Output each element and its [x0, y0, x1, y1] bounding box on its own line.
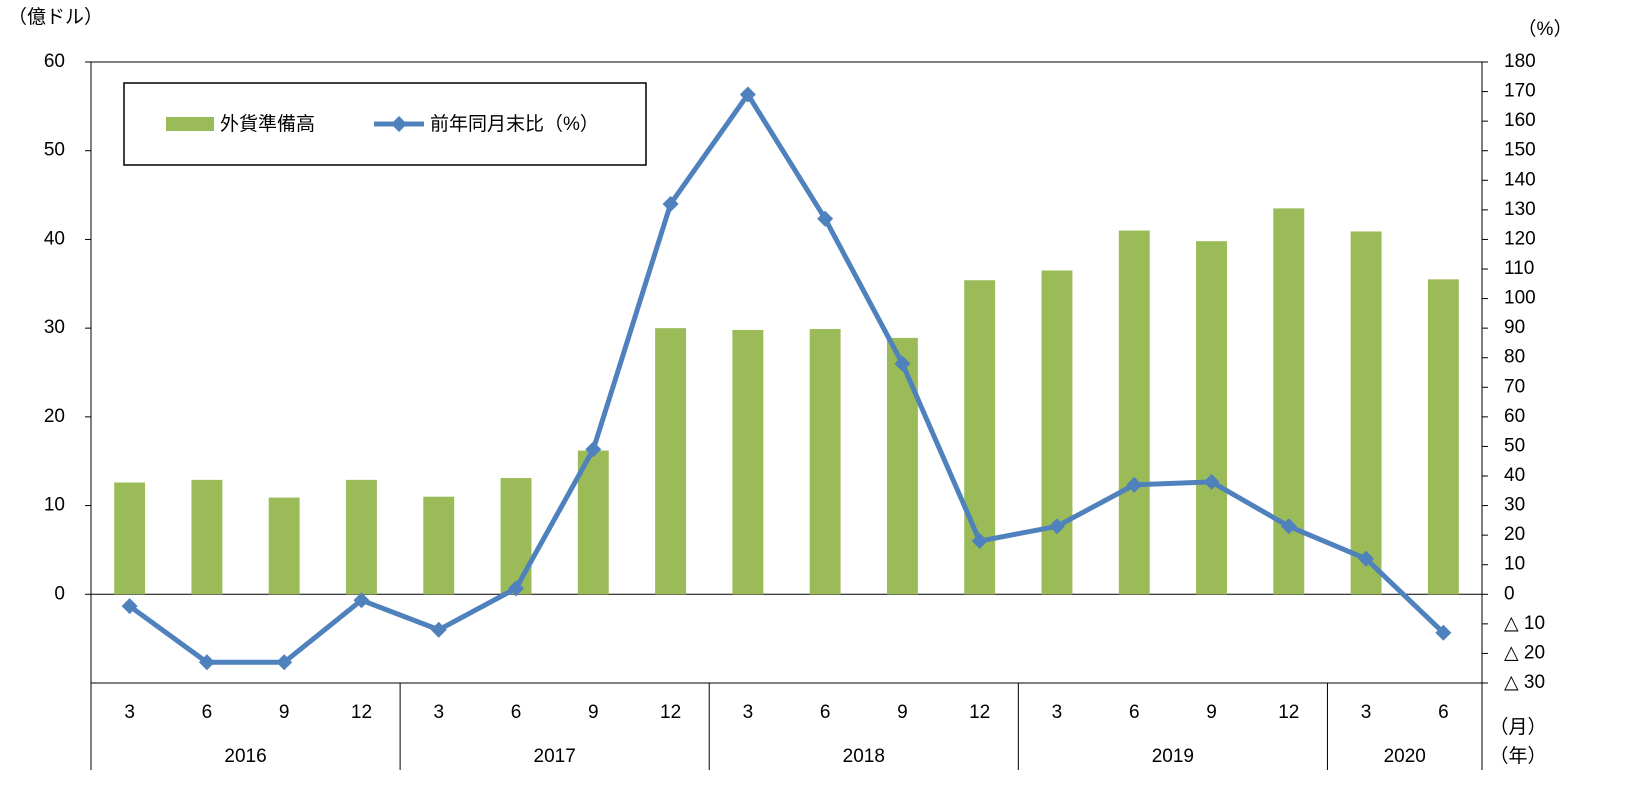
x-tick-label: 12	[1278, 702, 1299, 723]
x-tick-label: 3	[1052, 702, 1063, 723]
y2-tick-label: 0	[1504, 583, 1515, 604]
y2-tick-label: 140	[1504, 169, 1536, 190]
y2-tick-label: △ 10	[1504, 613, 1545, 634]
x-tick-label: 9	[1206, 702, 1217, 723]
line-marker	[1280, 518, 1297, 535]
x-tick-label: 6	[1129, 702, 1140, 723]
group-label: 2018	[843, 746, 885, 767]
y2-tick-label: △ 30	[1504, 672, 1545, 693]
y-tick-label: 50	[44, 140, 65, 161]
line-marker	[1048, 518, 1065, 535]
bar	[268, 497, 300, 595]
y2-tick-label: 110	[1504, 258, 1534, 279]
x-tick-label: 6	[820, 702, 831, 723]
y2-tick-label: △ 20	[1504, 642, 1545, 663]
line-marker	[508, 580, 525, 597]
group-label: 2016	[224, 746, 266, 767]
y-tick-label: 30	[44, 317, 65, 338]
line	[128, 92, 1446, 665]
x-tick-label: 12	[351, 702, 372, 723]
y2-tick-label: 170	[1504, 81, 1536, 102]
y2-tick-label: 20	[1504, 524, 1525, 545]
y2-tick-label: 120	[1504, 228, 1536, 249]
x-tick-label: 3	[743, 702, 754, 723]
y-tick-label: 10	[44, 495, 65, 516]
line-marker	[971, 533, 988, 550]
legend-label: 外貨準備高	[220, 113, 315, 135]
bar	[732, 329, 764, 595]
x-tick-label: 3	[124, 702, 135, 723]
y2-tick-label: 40	[1504, 465, 1525, 486]
x-unit: （月）	[1489, 716, 1546, 738]
bar	[346, 479, 377, 595]
y-tick-label: 20	[44, 406, 65, 427]
y2-tick-label: 10	[1504, 554, 1525, 575]
group-unit: （年）	[1489, 745, 1546, 767]
line-marker	[585, 441, 602, 458]
legend-swatch	[166, 117, 214, 131]
line-marker	[739, 86, 756, 103]
y2-tick-label: 30	[1504, 495, 1525, 516]
plot-frame	[90, 61, 1483, 684]
legend-marker	[391, 116, 407, 132]
group-label: 2020	[1384, 746, 1426, 767]
y2-tick-label: 80	[1504, 347, 1525, 368]
x-tick-label: 3	[433, 702, 444, 723]
line-marker	[662, 195, 679, 212]
bar	[809, 329, 841, 595]
group-label: 2019	[1152, 746, 1194, 767]
x-tick-label: 9	[897, 702, 908, 723]
bar	[1273, 208, 1305, 595]
y-tick-label: 0	[54, 583, 65, 604]
y2-tick-label: 70	[1504, 376, 1525, 397]
line-marker	[1435, 624, 1452, 641]
bar	[577, 450, 609, 595]
y-unit: （億ドル）	[8, 6, 103, 28]
line-marker	[430, 621, 447, 638]
y2-tick-label: 90	[1504, 317, 1525, 338]
x-tick-label: 9	[279, 702, 290, 723]
line-marker	[276, 654, 293, 671]
bar	[1350, 231, 1382, 595]
bar	[886, 337, 918, 595]
bar	[655, 328, 687, 595]
line-marker	[1358, 550, 1375, 567]
y-tick-label: 40	[44, 228, 65, 249]
x-tick-label: 12	[660, 702, 681, 723]
line-marker	[121, 598, 138, 615]
x-tick-label: 9	[588, 702, 599, 723]
line-marker	[894, 355, 911, 372]
bar	[1118, 230, 1150, 595]
y2-tick-label: 50	[1504, 435, 1525, 456]
y-tick-label: 60	[44, 51, 65, 72]
bar	[1427, 279, 1459, 595]
x-tick-label: 6	[511, 702, 522, 723]
bar	[500, 478, 532, 595]
x-tick-label: 6	[1438, 702, 1449, 723]
y2-tick-label: 160	[1504, 110, 1536, 131]
line-marker	[1203, 473, 1220, 490]
y2-tick-label: 150	[1504, 140, 1536, 161]
line-marker	[353, 592, 370, 609]
y2-unit: （%）	[1518, 18, 1573, 40]
bar	[114, 482, 146, 595]
bar	[191, 479, 223, 595]
y2-tick-label: 180	[1504, 51, 1536, 72]
bar	[423, 496, 455, 595]
y2-tick-label: 60	[1504, 406, 1525, 427]
y2-tick-label: 130	[1504, 199, 1536, 220]
bar	[1041, 270, 1073, 595]
legend-label: 前年同月末比（%）	[430, 113, 599, 135]
x-tick-label: 3	[1361, 702, 1372, 723]
line-marker	[1126, 476, 1143, 493]
x-tick-label: 12	[969, 702, 990, 723]
x-tick-label: 6	[202, 702, 213, 723]
bar	[1196, 241, 1227, 595]
group-label: 2017	[534, 746, 576, 767]
line-marker	[198, 654, 215, 671]
y2-tick-label: 100	[1504, 288, 1536, 309]
line-marker	[817, 210, 834, 227]
